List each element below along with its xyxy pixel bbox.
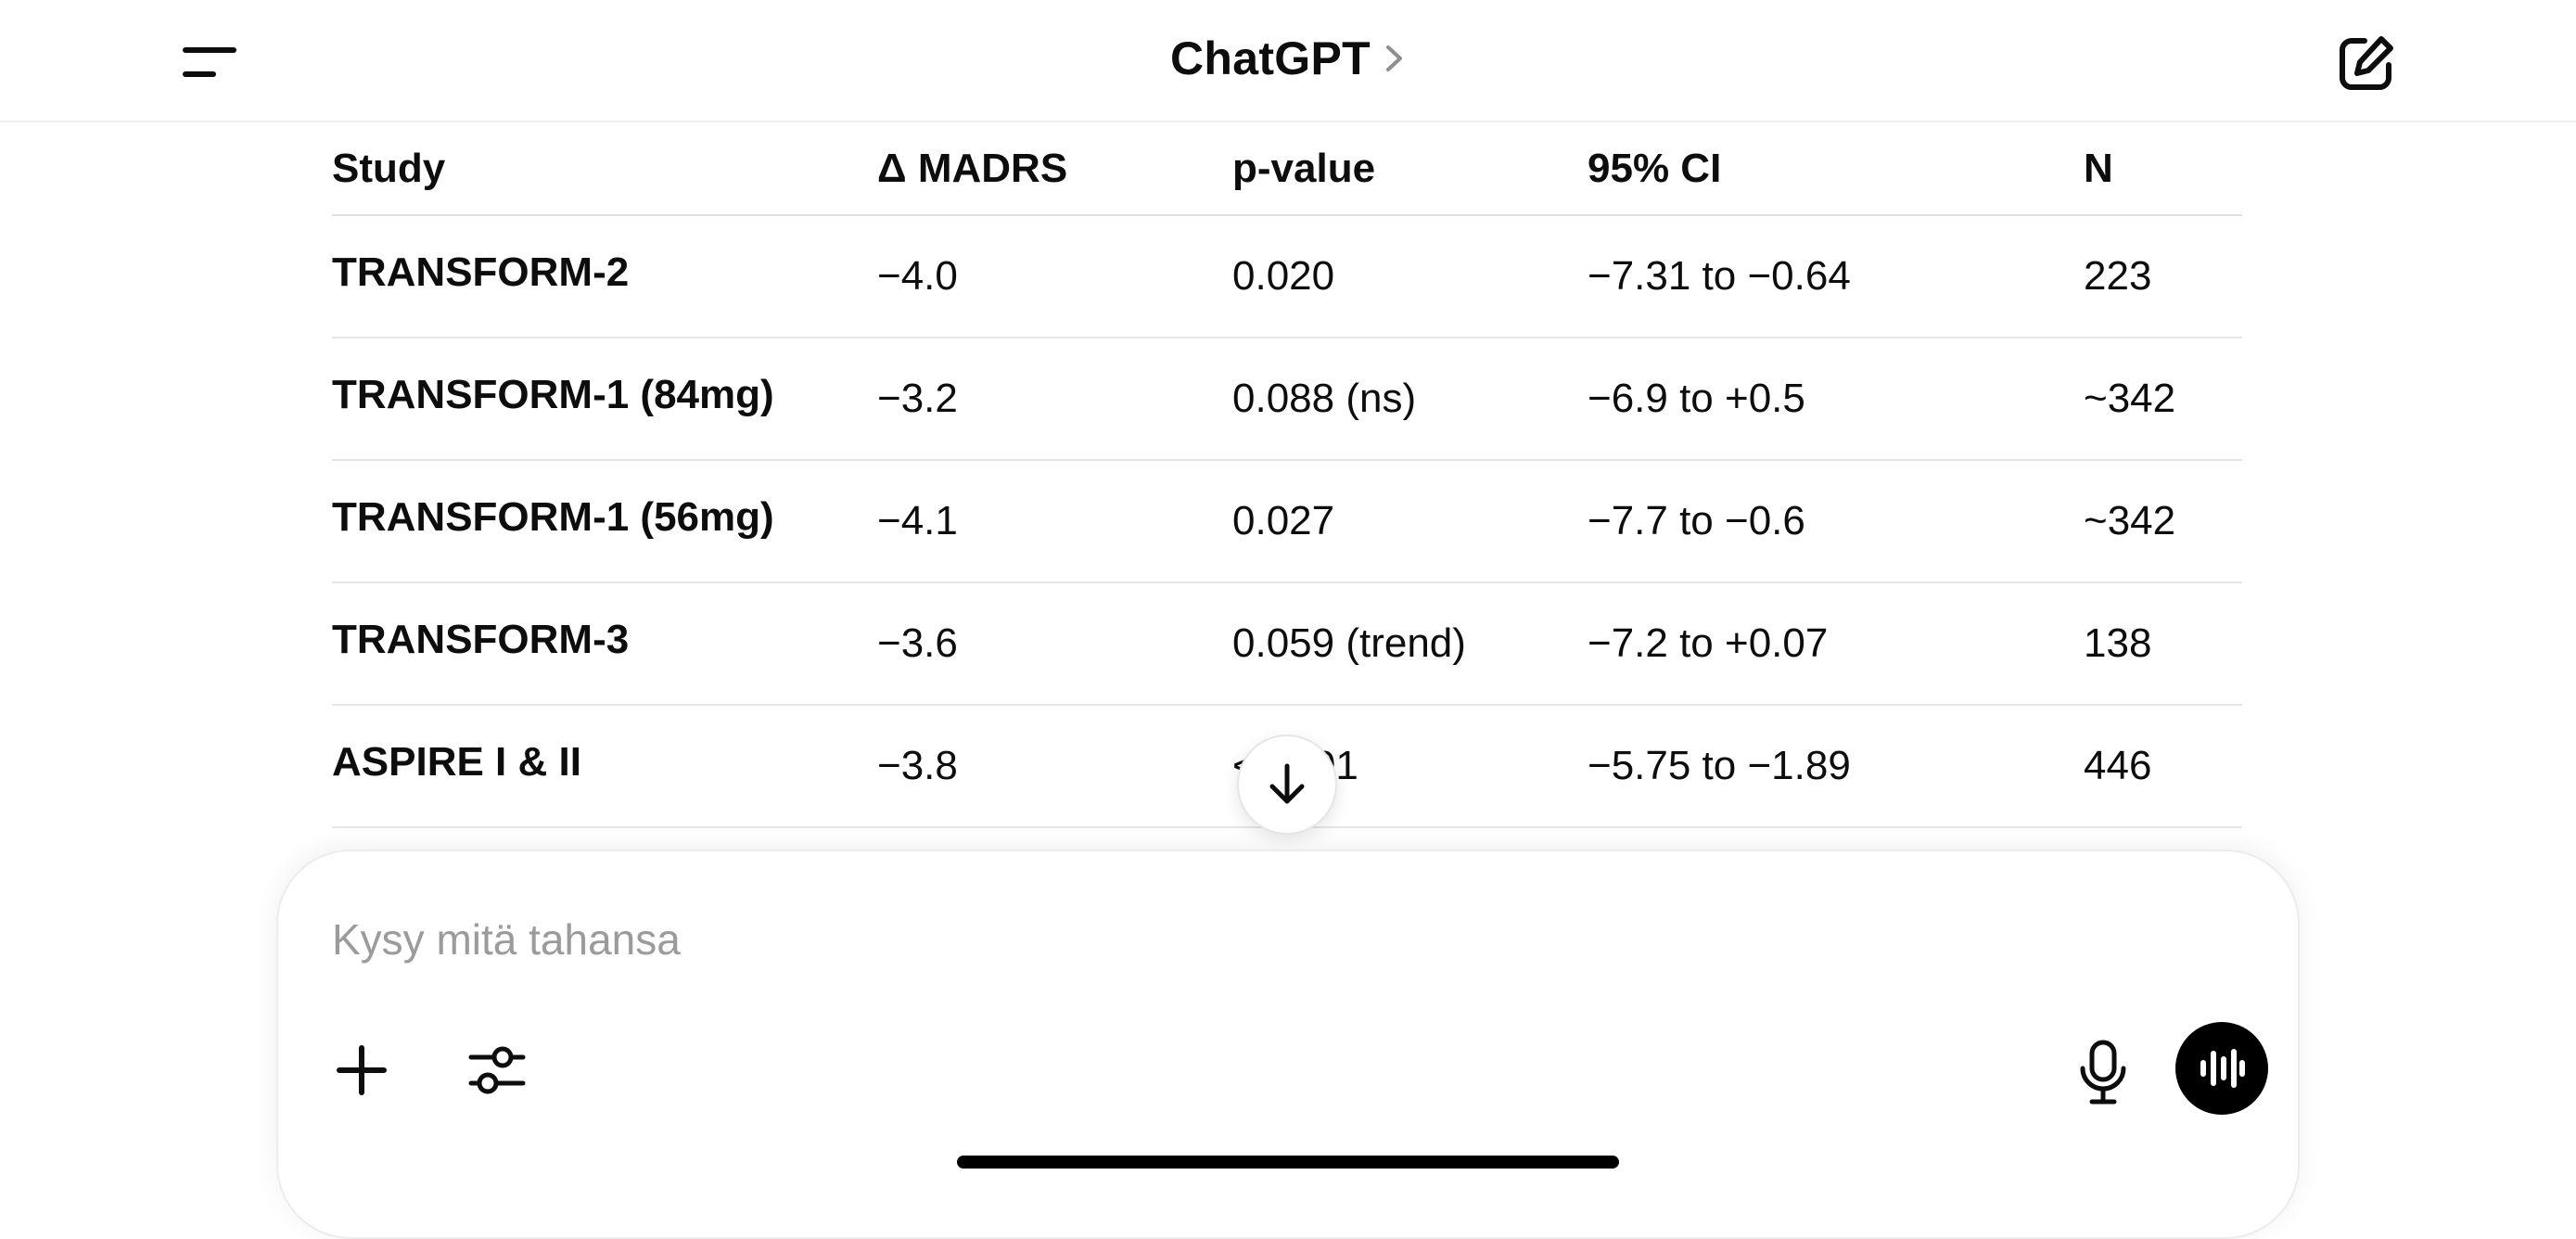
- message-input[interactable]: [332, 907, 2094, 972]
- cell-study: TRANSFORM-2: [332, 215, 877, 338]
- cell-ci: −5.75 to −1.89: [1588, 705, 2084, 828]
- cell-delta-madrs: −3.8: [877, 705, 1232, 828]
- cell-delta-madrs: −3.6: [877, 582, 1232, 706]
- new-chat-icon: [2340, 36, 2393, 90]
- menu-icon: [183, 47, 236, 77]
- cell-p-value: 0.020: [1232, 215, 1588, 338]
- table-row: ASPIRE I & II −3.8 <0.001 −5.75 to −1.89…: [332, 705, 2242, 828]
- cell-n: 223: [2084, 215, 2242, 338]
- column-header-study: Study: [332, 122, 877, 216]
- cell-n: 138: [2084, 582, 2242, 706]
- model-selector[interactable]: ChatGPT: [1170, 32, 1406, 85]
- tools-button[interactable]: [462, 1035, 532, 1105]
- cell-study: TRANSFORM-1 (56mg): [332, 460, 877, 583]
- table-header-row: Study Δ MADRS p-value 95% CI N: [332, 122, 2242, 216]
- cell-delta-madrs: −4.0: [877, 215, 1232, 338]
- cell-study: TRANSFORM-1 (84mg): [332, 338, 877, 461]
- cell-study: ASPIRE I & II: [332, 705, 877, 828]
- scroll-to-bottom-button[interactable]: [1237, 734, 1337, 835]
- column-header-ci: 95% CI: [1588, 122, 2084, 216]
- results-table: Study Δ MADRS p-value 95% CI N TRANSFORM…: [332, 122, 2242, 828]
- table-row: TRANSFORM-2 −4.0 0.020 −7.31 to −0.64 22…: [332, 215, 2242, 338]
- dictation-button[interactable]: [2068, 1035, 2138, 1109]
- cell-ci: −6.9 to +0.5: [1588, 338, 2084, 461]
- microphone-icon: [2080, 1040, 2126, 1105]
- cell-p-value: 0.059 (trend): [1232, 582, 1588, 706]
- add-attachment-button[interactable]: [326, 1035, 397, 1105]
- cell-study: TRANSFORM-3: [332, 582, 877, 706]
- column-header-delta-madrs: Δ MADRS: [877, 122, 1232, 216]
- arrow-down-icon: [1269, 763, 1305, 804]
- top-bar: ChatGPT: [0, 0, 2576, 122]
- cell-n: ~342: [2084, 338, 2242, 461]
- table-row: TRANSFORM-3 −3.6 0.059 (trend) −7.2 to +…: [332, 582, 2242, 706]
- cell-p-value: 0.088 (ns): [1232, 338, 1588, 461]
- cell-p-value: 0.027: [1232, 460, 1588, 583]
- table-row: TRANSFORM-1 (56mg) −4.1 0.027 −7.7 to −0…: [332, 460, 2242, 583]
- cell-n: ~342: [2084, 460, 2242, 583]
- results-table-container: Study Δ MADRS p-value 95% CI N TRANSFORM…: [332, 122, 2242, 828]
- cell-n: 446: [2084, 705, 2242, 828]
- app-title: ChatGPT: [1170, 32, 1371, 84]
- voice-mode-button[interactable]: [2175, 1022, 2268, 1115]
- column-header-n: N: [2084, 122, 2242, 216]
- cell-delta-madrs: −3.2: [877, 338, 1232, 461]
- home-indicator: [957, 1156, 1619, 1169]
- cell-delta-madrs: −4.1: [877, 460, 1232, 583]
- column-header-p-value: p-value: [1232, 122, 1588, 216]
- cell-ci: −7.7 to −0.6: [1588, 460, 2084, 583]
- new-chat-button[interactable]: [2333, 32, 2398, 96]
- menu-button[interactable]: [172, 35, 239, 91]
- message-composer: [276, 849, 2300, 1239]
- header-title-area: ChatGPT: [0, 32, 2576, 85]
- table-row: TRANSFORM-1 (84mg) −3.2 0.088 (ns) −6.9 …: [332, 338, 2242, 461]
- cell-ci: −7.2 to +0.07: [1588, 582, 2084, 706]
- chevron-right-icon: [1386, 45, 1402, 71]
- voice-mode-icon: [2200, 1049, 2245, 1088]
- plus-icon: [337, 1045, 387, 1095]
- cell-ci: −7.31 to −0.64: [1588, 215, 2084, 338]
- sliders-icon: [468, 1046, 526, 1094]
